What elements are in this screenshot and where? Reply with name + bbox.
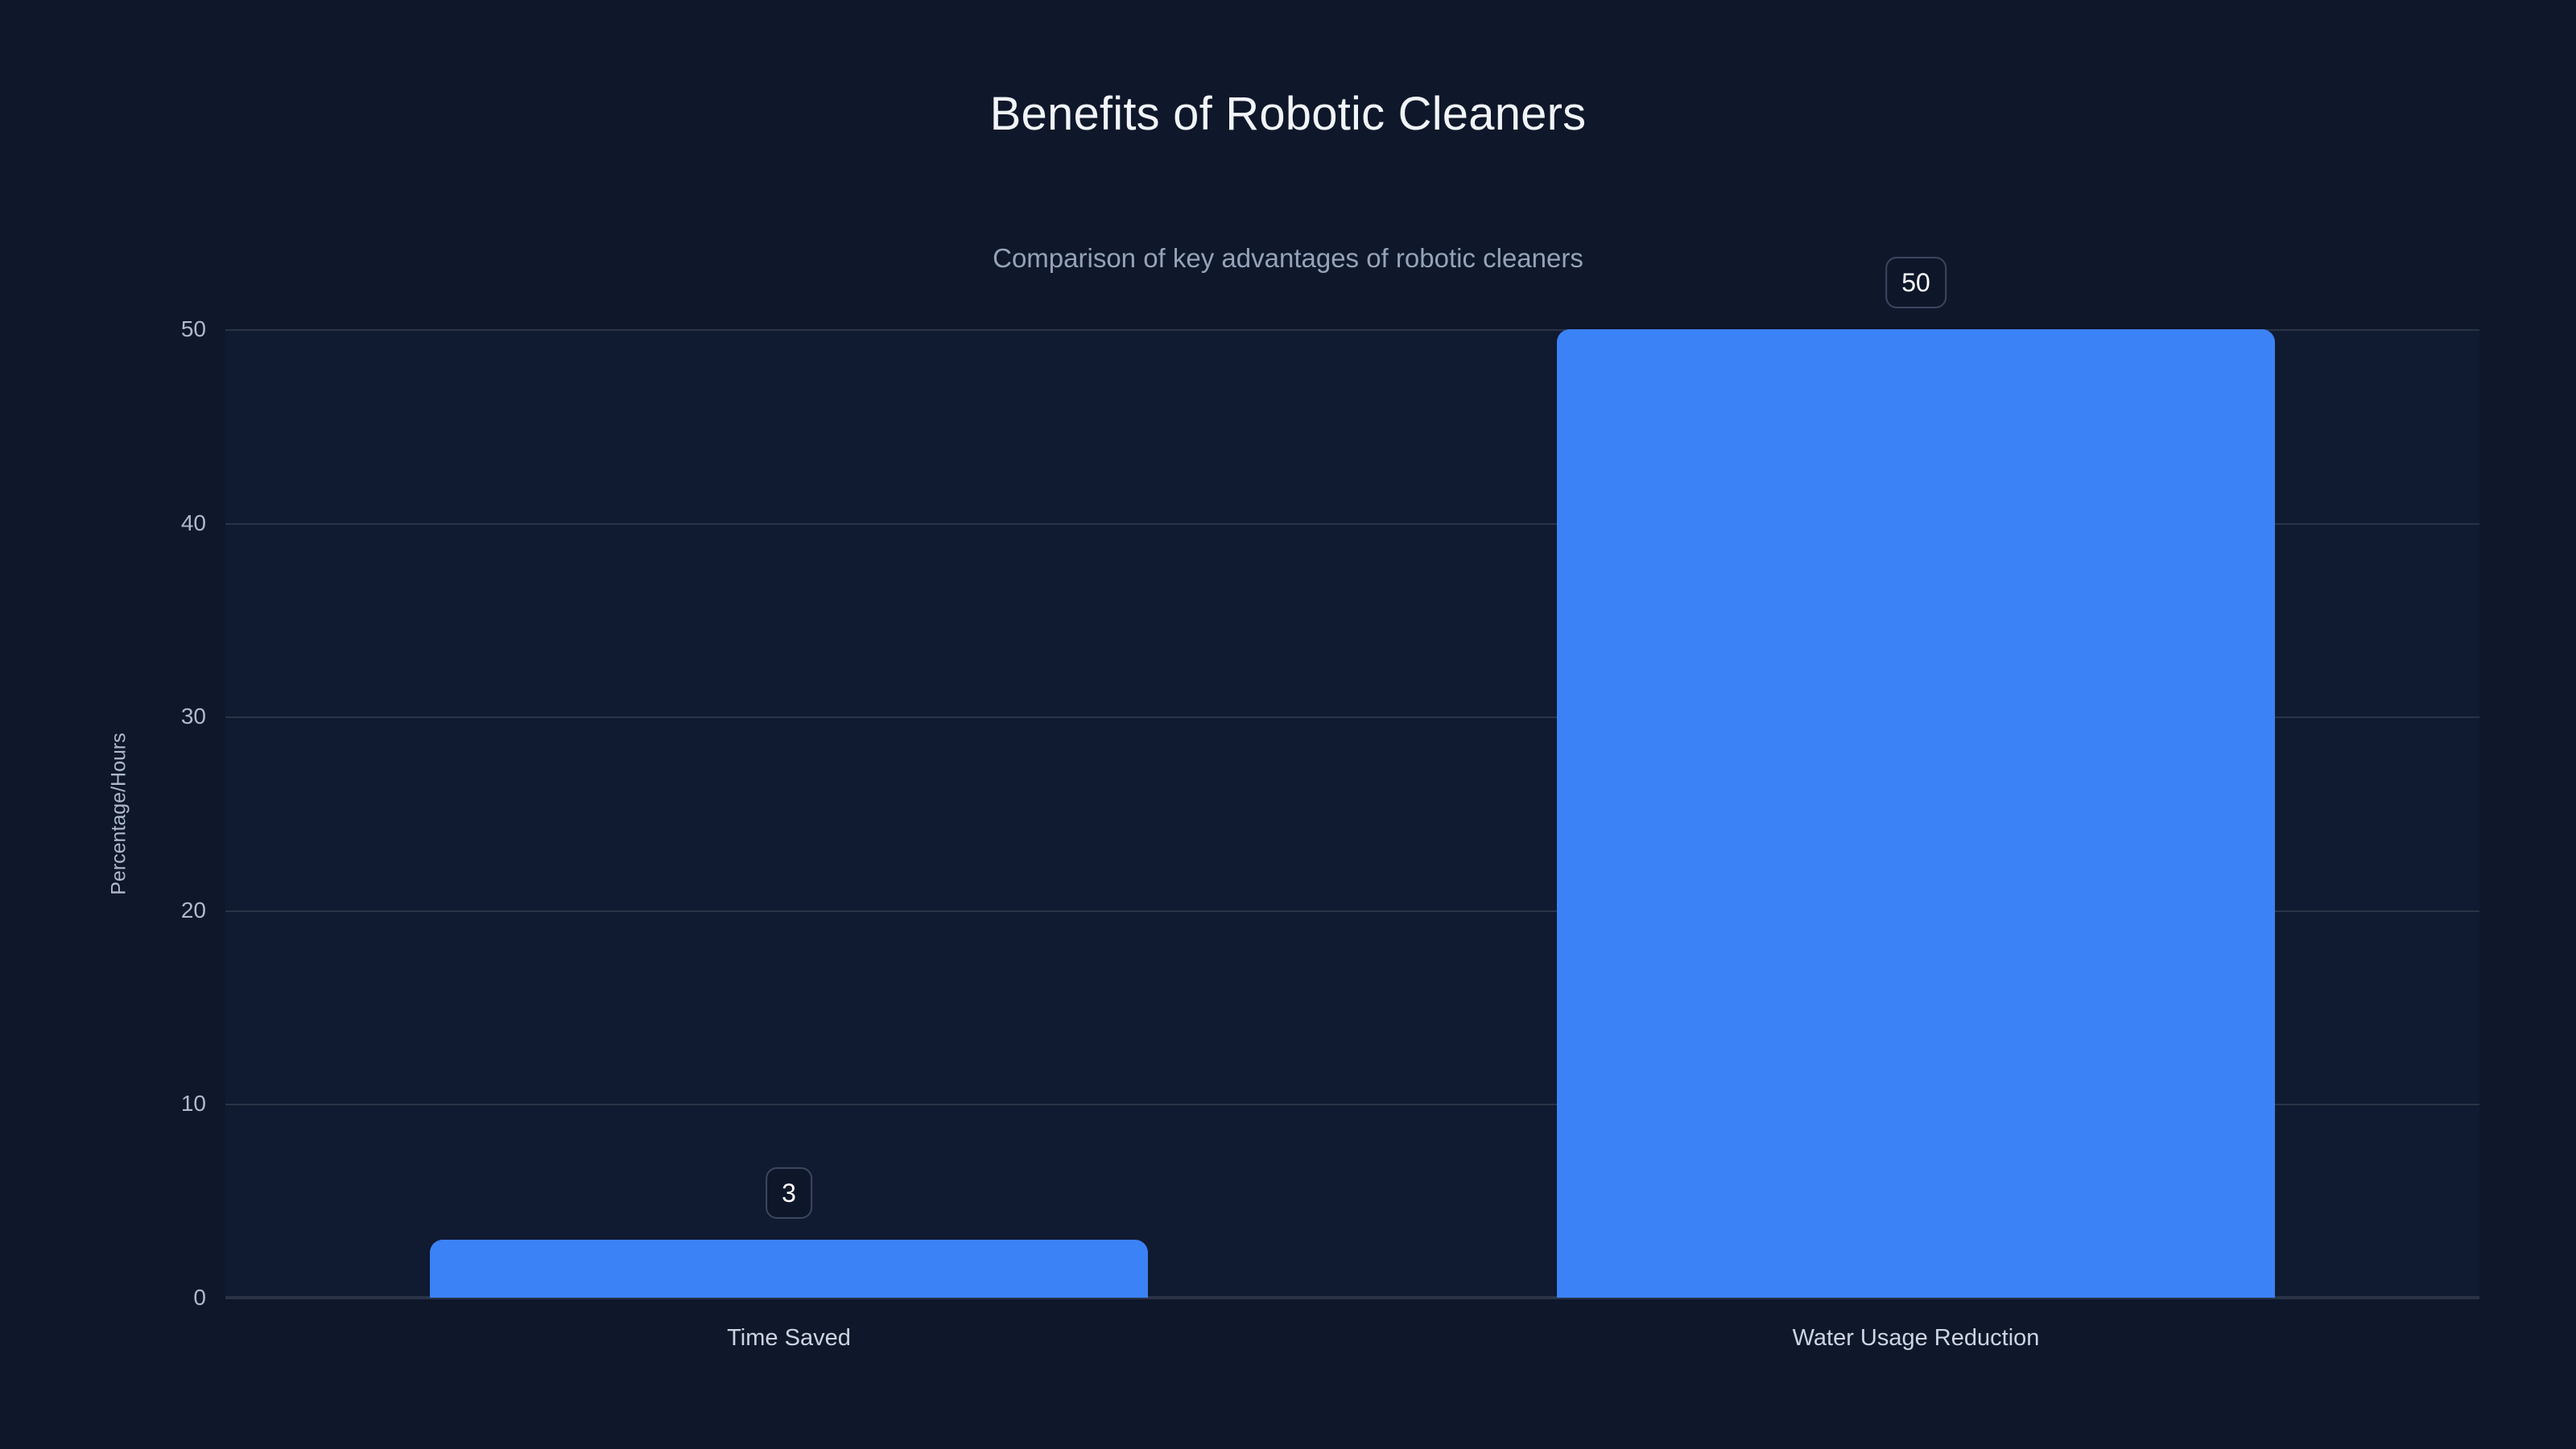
chart-title: Benefits of Robotic Cleaners [989, 88, 1587, 140]
gridline [225, 1298, 2479, 1299]
y-axis-tick-label: 10 [180, 1091, 206, 1117]
x-axis-tick-label: Water Usage Reduction [1792, 1325, 2040, 1351]
bar-value-label: 3 [766, 1166, 812, 1219]
bar[interactable] [1557, 329, 2275, 1298]
bar[interactable] [430, 1239, 1148, 1298]
y-axis-tick-label: 40 [180, 510, 206, 535]
x-axis-baseline [225, 1296, 2479, 1298]
x-axis-tick-label: Time Saved [727, 1325, 851, 1351]
y-axis-tick-label: 50 [180, 316, 206, 341]
gridline [225, 1104, 2479, 1106]
gridline [225, 910, 2479, 912]
y-axis-tick-label: 0 [193, 1285, 206, 1310]
gridline [225, 522, 2479, 525]
y-axis-tick-label: 30 [180, 704, 206, 729]
y-axis-tick-labels: 0 10 20 30 40 50 [105, 318, 208, 1309]
y-axis-tick-label: 20 [180, 897, 206, 923]
plot-area [225, 329, 2479, 1299]
bar-value-label: 50 [1885, 257, 1946, 308]
gridline [225, 329, 2479, 331]
gridline [225, 716, 2479, 719]
chart-subtitle: Comparison of key advantages of robotic … [993, 243, 1583, 273]
